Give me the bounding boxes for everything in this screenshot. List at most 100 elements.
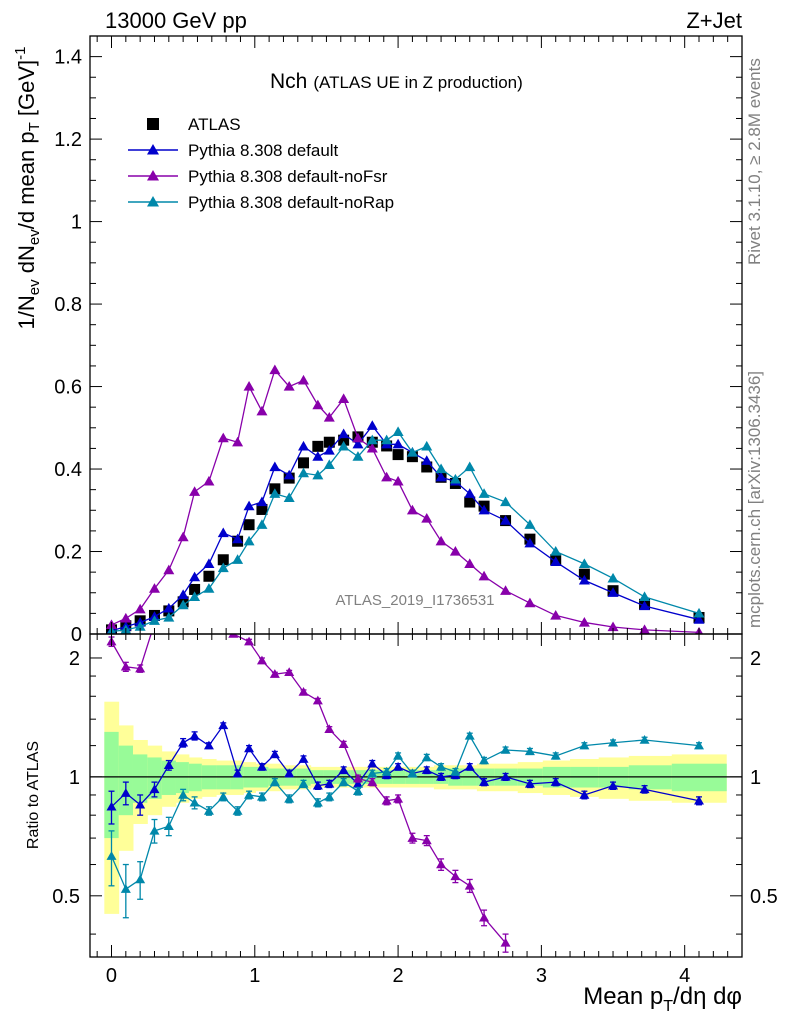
series-point (312, 399, 324, 410)
series-point (366, 434, 378, 445)
ratio-point (421, 752, 432, 762)
ratio-point (312, 780, 323, 790)
ratio-point (256, 655, 267, 665)
analysis-tag: ATLAS_2019_I1736531 (335, 592, 494, 609)
chart-subtitle: (ATLAS UE in Z production) (313, 73, 522, 92)
ratio-point (163, 821, 174, 830)
x-tick-label: 2 (393, 965, 404, 987)
ratio-point (500, 771, 511, 781)
ratio-point (579, 789, 590, 799)
series-point (298, 467, 310, 478)
ratio-point (244, 636, 255, 646)
ratio-point (120, 661, 131, 671)
ratio-series (106, 730, 705, 919)
ratio-point (203, 805, 214, 815)
series-point (189, 571, 201, 582)
ratio-point (500, 937, 511, 947)
series-point (464, 488, 476, 498)
y-tick-label: 1.2 (54, 129, 82, 151)
series-point (392, 438, 404, 449)
ratio-point (639, 734, 650, 744)
ratio-point (120, 788, 131, 797)
xlabel: Mean pT/dη dφ (583, 983, 742, 1015)
series-point (449, 546, 461, 556)
series-point (189, 486, 201, 496)
data-point (203, 570, 215, 582)
series-point (693, 614, 705, 624)
ratio-point (120, 884, 131, 893)
legend-marker-triangle (147, 144, 159, 155)
ratio-point (393, 793, 404, 803)
data-point (298, 457, 310, 469)
series-point (421, 455, 433, 465)
ratio-point (338, 765, 349, 774)
ratio-point (367, 758, 378, 768)
ratio-point (232, 805, 243, 815)
legend-label: ATLAS (188, 115, 241, 134)
ratio-point (436, 761, 447, 771)
ratio-y-tick-label: 2 (69, 648, 80, 670)
ratio-y-tick-label-right: 2 (750, 648, 761, 670)
ratio-point (524, 778, 535, 788)
ratio-point (135, 799, 146, 809)
ratio-point (421, 835, 432, 845)
series-point (366, 420, 378, 430)
series-point (134, 603, 146, 614)
x-tick-label: 1 (249, 965, 260, 987)
ratio-point (608, 780, 619, 790)
ratio-point (244, 743, 255, 753)
ratio-point (324, 724, 335, 734)
legend-label: Pythia 8.308 default-noRap (188, 193, 394, 212)
ratio-point (135, 663, 146, 673)
ratio-point (407, 768, 418, 778)
ratio-point (450, 871, 461, 881)
series-point (550, 556, 562, 566)
ratio-point (149, 784, 160, 794)
series-point (435, 535, 447, 546)
chart-title-main: Nch (270, 70, 307, 93)
y-tick-label: 1.4 (54, 47, 82, 69)
series-point (406, 504, 418, 515)
ratio-point (298, 753, 309, 763)
data-point (323, 436, 335, 448)
ratio-point (479, 912, 490, 922)
ratio-point (393, 750, 404, 760)
series-point (217, 562, 229, 573)
y-tick-label: 0 (71, 624, 82, 646)
series-point (392, 475, 404, 486)
main-series (106, 426, 705, 634)
ratio-series (106, 634, 511, 953)
ratio-point (284, 793, 295, 803)
x-tick-label: 3 (536, 965, 547, 987)
data-point (464, 496, 476, 508)
series-point (203, 475, 215, 486)
ratio-point (178, 789, 189, 799)
data-point (243, 519, 255, 531)
ratio-point (269, 777, 280, 786)
ratio-point (381, 795, 392, 805)
y-tick-label: 0.6 (54, 377, 82, 399)
data-point (256, 503, 268, 515)
series-point (243, 381, 255, 391)
series-point (283, 492, 295, 503)
y-tick-label: 1 (71, 212, 82, 234)
ratio-frame (89, 633, 743, 958)
legend-label: Pythia 8.308 default (188, 141, 339, 160)
ratio-point (464, 730, 475, 740)
ratio-point (436, 771, 447, 781)
series-point (639, 600, 651, 611)
ratio-point (218, 791, 229, 801)
series-point (435, 471, 447, 482)
series-point (177, 531, 189, 542)
ratio-y-tick-label-right: 0.5 (750, 886, 778, 908)
series-point (134, 621, 146, 631)
ratio-point (203, 740, 214, 750)
data-point (312, 440, 324, 452)
series-point (639, 591, 651, 602)
series-point (243, 535, 255, 546)
series-point (421, 440, 433, 451)
ratio-point (256, 761, 267, 771)
series-point (203, 583, 215, 593)
header-process: Z+Jet (686, 8, 742, 33)
